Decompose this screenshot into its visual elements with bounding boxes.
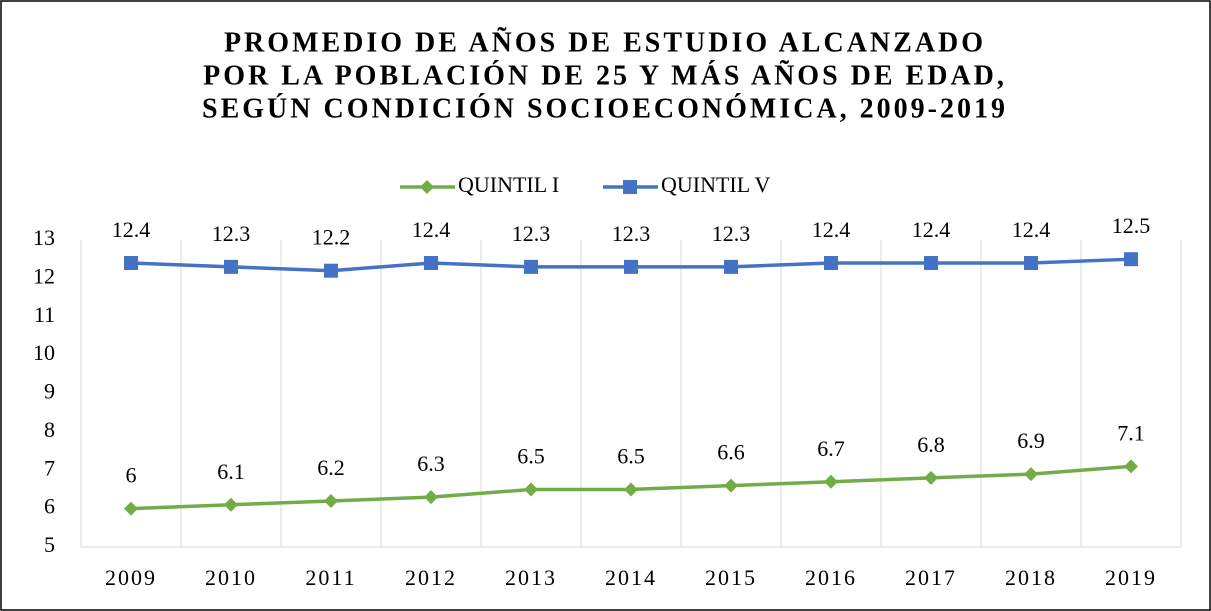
data-label: 12.4 bbox=[412, 217, 451, 242]
x-tick-label: 2019 bbox=[1105, 565, 1157, 590]
marker bbox=[924, 470, 938, 485]
y-tick-label: 5 bbox=[44, 532, 55, 557]
data-label: 6 bbox=[126, 463, 137, 488]
data-label: 12.3 bbox=[712, 221, 751, 246]
x-tick-label: 2011 bbox=[305, 565, 356, 590]
marker bbox=[1124, 252, 1138, 267]
data-label: 12.5 bbox=[1112, 213, 1151, 238]
y-tick-label: 6 bbox=[44, 494, 55, 519]
data-label: 12.3 bbox=[212, 221, 251, 246]
chart-title: POR LA POBLACIÓN DE 25 Y MÁS AÑOS DE EDA… bbox=[203, 60, 1007, 91]
y-tick-label: 12 bbox=[33, 263, 55, 288]
data-label: 12.4 bbox=[112, 217, 151, 242]
marker bbox=[224, 497, 238, 512]
y-tick-label: 13 bbox=[33, 225, 55, 250]
y-tick-label: 9 bbox=[44, 379, 55, 404]
x-tick-label: 2018 bbox=[1005, 565, 1057, 590]
marker bbox=[424, 256, 438, 271]
data-label: 6.6 bbox=[717, 440, 745, 465]
data-label: 6.8 bbox=[917, 432, 945, 457]
y-tick-label: 8 bbox=[44, 417, 55, 442]
y-tick-label: 10 bbox=[33, 340, 55, 365]
data-label: 6.3 bbox=[417, 451, 445, 476]
marker bbox=[324, 493, 338, 508]
chart-title: PROMEDIO DE AÑOS DE ESTUDIO ALCANZADO bbox=[224, 27, 986, 58]
marker bbox=[624, 482, 638, 497]
x-tick-label: 2010 bbox=[205, 565, 257, 590]
data-label: 6.5 bbox=[517, 443, 545, 468]
x-tick-label: 2013 bbox=[505, 565, 557, 590]
data-label: 12.4 bbox=[1012, 217, 1051, 242]
chart-title: SEGÚN CONDICIÓN SOCIOECONÓMICA, 2009-201… bbox=[202, 93, 1008, 124]
marker bbox=[824, 256, 838, 271]
data-label: 7.1 bbox=[1117, 420, 1145, 445]
x-tick-label: 2014 bbox=[605, 565, 657, 590]
x-tick-label: 2009 bbox=[105, 565, 157, 590]
marker bbox=[324, 263, 338, 278]
x-tick-label: 2017 bbox=[905, 565, 957, 590]
x-tick-label: 2016 bbox=[805, 565, 857, 590]
marker bbox=[124, 501, 138, 516]
marker bbox=[924, 256, 938, 271]
y-tick-label: 7 bbox=[44, 455, 55, 480]
marker bbox=[524, 482, 538, 497]
marker bbox=[424, 490, 438, 505]
marker bbox=[224, 259, 238, 274]
y-tick-label: 11 bbox=[34, 302, 55, 327]
marker bbox=[524, 259, 538, 274]
data-label: 12.3 bbox=[612, 221, 651, 246]
marker bbox=[724, 259, 738, 274]
data-label: 6.2 bbox=[317, 455, 345, 480]
data-label: 6.9 bbox=[1017, 428, 1045, 453]
marker bbox=[623, 180, 637, 194]
data-label: 12.2 bbox=[312, 225, 351, 250]
data-label: 12.4 bbox=[812, 217, 851, 242]
marker bbox=[1024, 467, 1038, 482]
marker bbox=[1024, 256, 1038, 271]
data-label: 12.3 bbox=[512, 221, 551, 246]
data-label: 6.1 bbox=[217, 459, 245, 484]
marker bbox=[1124, 459, 1138, 474]
legend-label: QUINTIL I bbox=[458, 172, 559, 197]
data-label: 12.4 bbox=[912, 217, 951, 242]
data-label: 6.5 bbox=[617, 443, 645, 468]
x-tick-label: 2012 bbox=[405, 565, 457, 590]
data-label: 6.7 bbox=[817, 436, 845, 461]
marker bbox=[824, 474, 838, 489]
legend-label: QUINTIL V bbox=[661, 172, 770, 197]
marker bbox=[420, 180, 434, 194]
marker bbox=[624, 259, 638, 274]
x-tick-label: 2015 bbox=[705, 565, 757, 590]
marker bbox=[724, 478, 738, 493]
marker bbox=[124, 256, 138, 271]
